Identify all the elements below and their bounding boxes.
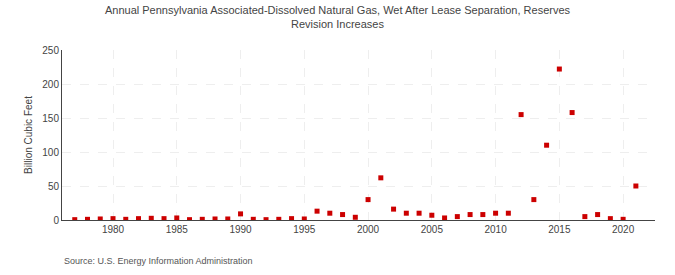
svg-text:200: 200 [42,79,59,90]
svg-text:2020: 2020 [612,224,635,235]
svg-text:250: 250 [42,45,59,56]
svg-text:0: 0 [53,215,59,226]
svg-text:Annual Pennsylvania Associated: Annual Pennsylvania Associated-Dissolved… [105,4,571,30]
svg-text:2015: 2015 [548,224,571,235]
svg-text:Source: U.S. Energy Informatio: Source: U.S. Energy Information Administ… [64,256,253,266]
svg-text:1985: 1985 [166,224,189,235]
svg-text:50: 50 [48,181,60,192]
svg-text:Billion Cubic Feet: Billion Cubic Feet [23,96,34,174]
svg-text:100: 100 [42,147,59,158]
svg-text:2010: 2010 [484,224,507,235]
svg-text:1990: 1990 [229,224,252,235]
svg-text:150: 150 [42,113,59,124]
svg-text:1980: 1980 [102,224,125,235]
svg-text:2005: 2005 [421,224,444,235]
svg-text:1995: 1995 [293,224,316,235]
svg-text:2000: 2000 [357,224,380,235]
